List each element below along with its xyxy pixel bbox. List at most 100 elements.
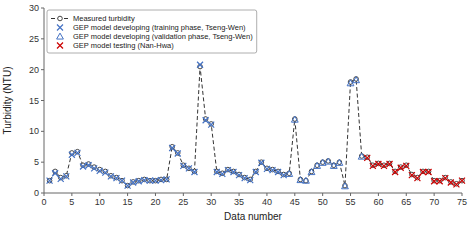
marker-x <box>414 175 420 181</box>
marker-x <box>398 165 404 171</box>
marker-circle <box>460 178 465 183</box>
x-tick-label: 10 <box>95 197 105 207</box>
x-tick <box>322 193 323 196</box>
legend-label: GEP model developing (validation phase, … <box>73 32 253 41</box>
marker-x <box>459 178 465 184</box>
marker-triangle <box>297 177 304 183</box>
x-tick-label: 30 <box>206 197 216 207</box>
marker-x <box>191 169 197 175</box>
x-tick <box>266 193 267 196</box>
marker-x <box>91 165 97 171</box>
x-tick-label: 55 <box>346 197 356 207</box>
x-tick-label: 60 <box>373 197 383 207</box>
y-tick-label: 20 <box>29 65 39 75</box>
marker-x <box>57 43 63 49</box>
marker-x <box>387 161 393 167</box>
y-tick-label: 0 <box>34 188 39 198</box>
marker-x <box>169 145 175 151</box>
y-tick-label: 5 <box>34 157 39 167</box>
legend-box <box>47 10 257 53</box>
marker-triangle <box>291 116 298 122</box>
marker-triangle <box>358 153 365 159</box>
marker-x <box>175 151 181 157</box>
marker-x <box>47 178 53 184</box>
marker-x <box>58 176 64 182</box>
x-axis-label: Data number <box>224 211 282 222</box>
marker-triangle <box>286 170 293 176</box>
marker-circle <box>47 178 52 183</box>
marker-x <box>375 161 381 167</box>
marker-x <box>225 167 231 173</box>
marker-x <box>214 169 220 175</box>
x-tick <box>294 193 295 196</box>
plot-data <box>47 62 465 189</box>
x-tick <box>378 193 379 196</box>
marker-x <box>63 173 69 179</box>
marker-circle <box>120 178 125 183</box>
marker-x <box>141 177 147 183</box>
marker-x <box>270 167 276 173</box>
marker-x <box>230 169 236 175</box>
marker-x <box>409 172 415 178</box>
series <box>286 77 365 189</box>
marker-circle <box>187 166 192 171</box>
x-tick <box>99 193 100 196</box>
y-tick-label: 30 <box>29 3 39 13</box>
x-tick <box>350 193 351 196</box>
marker-x <box>453 181 459 187</box>
x-tick <box>71 193 72 196</box>
marker-x <box>392 169 398 175</box>
marker-x <box>219 171 225 177</box>
marker-x <box>264 166 270 172</box>
x-tick-label: 5 <box>69 197 74 207</box>
x-tick <box>434 193 435 196</box>
marker-x <box>130 180 136 186</box>
x-axis-line <box>44 193 462 194</box>
series <box>47 62 287 189</box>
y-tick-label: 15 <box>29 96 39 106</box>
x-tick-label: 15 <box>123 197 133 207</box>
marker-x <box>164 176 170 182</box>
marker-triangle <box>57 33 64 39</box>
y-axis-label: Turbidity (NTU) <box>2 67 13 135</box>
marker-circle <box>164 177 169 182</box>
y-tick-label: 10 <box>29 126 39 136</box>
y-tick-label: 25 <box>29 34 39 44</box>
x-tick <box>183 193 184 196</box>
x-tick <box>155 193 156 196</box>
marker-x <box>370 163 376 169</box>
marker-circle <box>58 16 63 21</box>
x-tick-label: 20 <box>150 197 160 207</box>
marker-x <box>281 172 287 178</box>
x-tick <box>127 193 128 196</box>
marker-x <box>203 117 209 123</box>
marker-x <box>180 163 186 169</box>
marker-triangle <box>303 177 310 183</box>
x-tick-label: 35 <box>234 197 244 207</box>
marker-x <box>113 175 119 181</box>
marker-x <box>403 163 409 169</box>
marker-x <box>420 169 426 175</box>
marker-x <box>136 178 142 184</box>
x-tick-label: 0 <box>41 197 46 207</box>
x-tick <box>406 193 407 196</box>
x-tick-label: 25 <box>178 197 188 207</box>
x-tick-label: 70 <box>429 197 439 207</box>
y-tick <box>41 38 44 39</box>
y-tick <box>41 100 44 101</box>
marker-x <box>442 175 448 181</box>
marker-x <box>437 178 443 184</box>
marker-x <box>448 180 454 186</box>
marker-x <box>97 168 103 174</box>
marker-x <box>258 160 264 166</box>
marker-x <box>119 178 125 184</box>
axes: 0510152025303540455055606570750510152025… <box>29 3 467 207</box>
marker-x <box>431 178 437 184</box>
legend-label: GEP model developing (training phase, Ts… <box>73 23 246 32</box>
series-line <box>50 67 462 186</box>
x-tick-label: 75 <box>457 197 467 207</box>
marker-triangle <box>353 77 360 83</box>
marker-x <box>80 163 86 169</box>
y-tick <box>41 69 44 70</box>
y-tick <box>41 8 44 9</box>
